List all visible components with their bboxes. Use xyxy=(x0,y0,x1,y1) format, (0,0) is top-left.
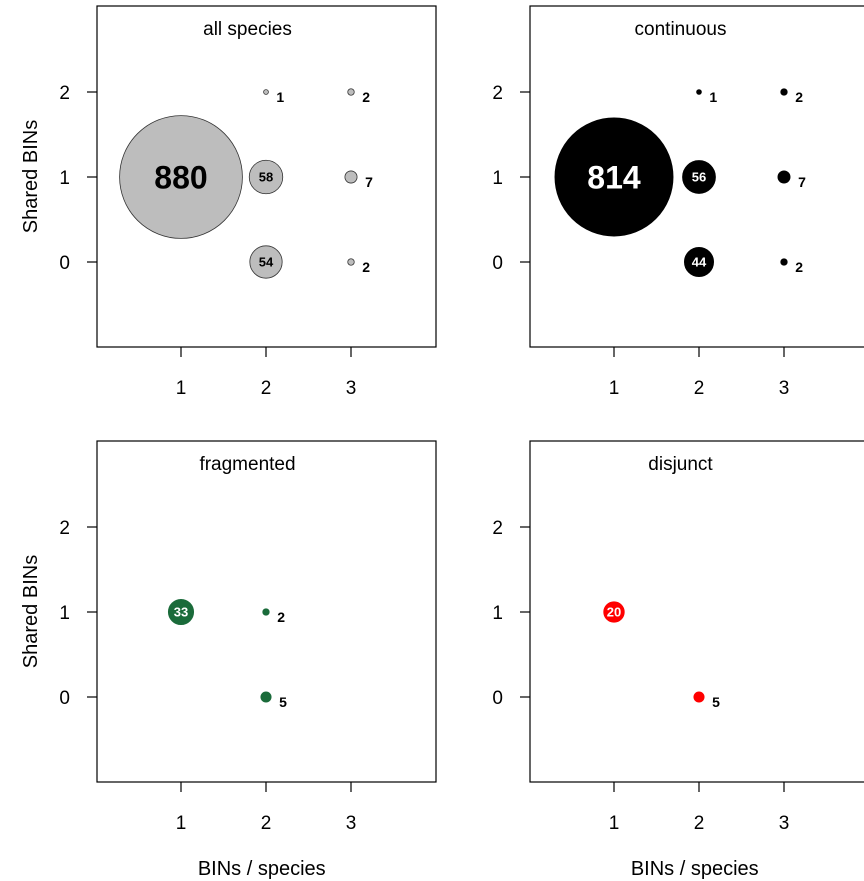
bubble-count-label: 7 xyxy=(798,174,806,190)
bubble-point xyxy=(554,117,674,237)
bubble-count-label: 44 xyxy=(692,255,707,270)
y-tick-label: 1 xyxy=(492,168,503,189)
y-tick-label: 2 xyxy=(492,83,503,104)
panel-title: continuous xyxy=(635,19,727,40)
x-tick-label: 3 xyxy=(779,813,790,834)
x-tick-label: 1 xyxy=(609,813,620,834)
y-tick-label: 0 xyxy=(59,253,70,274)
bubble-count-label: 2 xyxy=(795,89,803,105)
x-tick-label: 2 xyxy=(261,378,272,399)
x-tick-label: 3 xyxy=(346,378,357,399)
plot-frame xyxy=(529,440,864,783)
bubble-count-label: 58 xyxy=(259,170,273,185)
chart-panel-2: fragmented 1 2 3 0 1 2 Shared BINs BINs / specie… xyxy=(20,440,437,880)
bubble-count-label: 880 xyxy=(154,160,207,196)
bubble-point xyxy=(249,245,283,279)
bubble-count-label: 5 xyxy=(279,694,287,710)
bubble-count-label: 54 xyxy=(259,255,274,270)
bubble-point xyxy=(248,159,284,195)
panel-title: all species xyxy=(203,19,292,40)
bubble-count-label: 1 xyxy=(276,89,284,105)
bubble-point xyxy=(780,88,788,96)
bubble-count-label: 7 xyxy=(365,174,373,190)
chart-panel-3: disjunct 1 2 3 0 1 2 BINs / species 20 5 xyxy=(492,440,864,880)
bubble-count-label: 2 xyxy=(362,259,370,275)
y-axis-title: Shared BINs xyxy=(20,555,42,668)
x-tick-label: 3 xyxy=(346,813,357,834)
bubble-count-label: 20 xyxy=(607,605,621,620)
bubble-point xyxy=(693,691,705,703)
bubble-point xyxy=(260,691,272,703)
bubble-point xyxy=(780,258,788,266)
panel-title: fragmented xyxy=(199,454,295,475)
x-tick-label: 2 xyxy=(261,813,272,834)
bubble-point xyxy=(603,601,625,623)
y-tick-label: 2 xyxy=(59,83,70,104)
bubble-count-label: 2 xyxy=(277,609,285,625)
bubble-point xyxy=(344,170,358,184)
bubble-count-label: 814 xyxy=(587,160,641,196)
bubble-point xyxy=(347,88,355,96)
x-axis-title: BINs / species xyxy=(198,858,326,880)
x-tick-label: 2 xyxy=(694,378,705,399)
x-tick-label: 2 xyxy=(694,813,705,834)
y-tick-label: 1 xyxy=(59,603,70,624)
x-tick-label: 1 xyxy=(609,378,620,399)
bubble-point xyxy=(684,247,714,277)
y-tick-label: 1 xyxy=(492,603,503,624)
x-tick-label: 1 xyxy=(176,813,187,834)
bubble-point xyxy=(263,89,269,95)
bubble-point xyxy=(696,89,702,95)
panel-title: disjunct xyxy=(648,454,713,475)
y-tick-label: 2 xyxy=(59,518,70,539)
y-tick-label: 1 xyxy=(59,168,70,189)
bubble-point xyxy=(682,160,716,194)
bubble-point xyxy=(167,598,195,626)
bubble-count-label: 2 xyxy=(795,259,803,275)
x-axis-title: BINs / species xyxy=(631,858,759,880)
bubble-point xyxy=(347,258,355,266)
y-axis-title: Shared BINs xyxy=(20,120,42,233)
bubble-point xyxy=(262,608,270,616)
y-tick-label: 0 xyxy=(59,688,70,709)
y-tick-label: 0 xyxy=(492,688,503,709)
x-tick-label: 3 xyxy=(779,378,790,399)
bubble-point xyxy=(119,115,243,239)
y-tick-label: 0 xyxy=(492,253,503,274)
bubble-count-label: 56 xyxy=(692,170,706,185)
y-tick-label: 2 xyxy=(492,518,503,539)
x-tick-label: 1 xyxy=(176,378,187,399)
bubble-count-label: 5 xyxy=(712,694,720,710)
bubble-count-label: 2 xyxy=(362,89,370,105)
bubble-count-label: 1 xyxy=(709,89,717,105)
bubble-count-label: 33 xyxy=(174,605,188,620)
bubble-point xyxy=(777,170,791,184)
